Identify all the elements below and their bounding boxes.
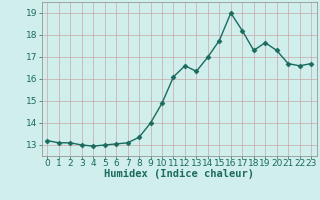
X-axis label: Humidex (Indice chaleur): Humidex (Indice chaleur) bbox=[104, 169, 254, 179]
